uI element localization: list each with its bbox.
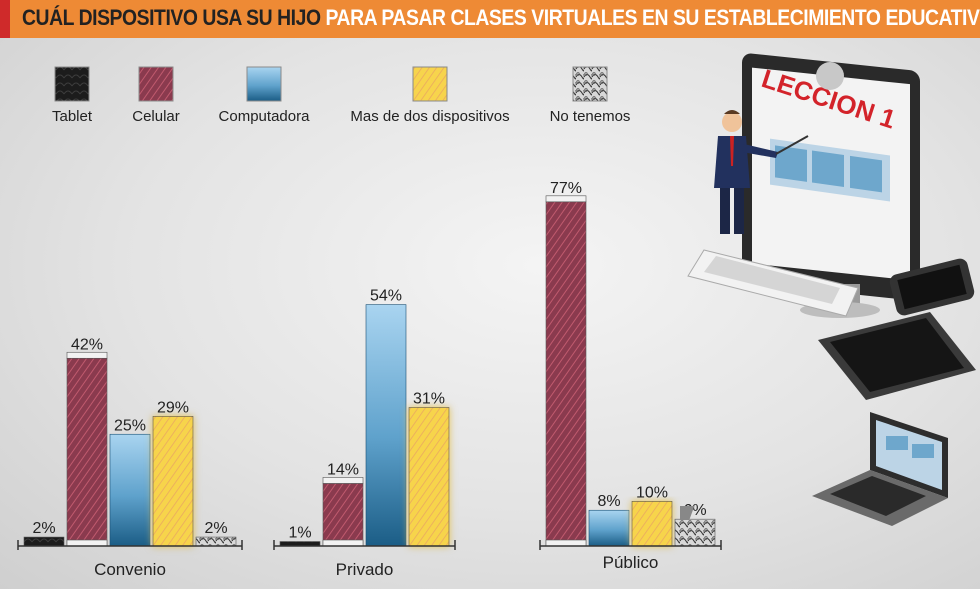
category-label-convenio: Convenio (94, 560, 166, 579)
bar-base-privado (322, 539, 364, 547)
value-label-convenio-celular: 42% (71, 336, 103, 353)
category-label-publico: Público (603, 553, 659, 572)
bar-cap-privado (322, 477, 364, 484)
chart-title: CUÁL DISPOSITIVO USA SU HIJO PARA PASAR … (22, 5, 980, 31)
value-label-convenio-no-tenemos: 2% (204, 520, 227, 537)
bar-publico-no-tenemos (674, 518, 716, 547)
bar-base-publico (545, 539, 587, 547)
illustration: LECCION 1 (680, 53, 976, 526)
legend-label-mas-de-dos-dispositivos: Mas de dos dispositivos (350, 108, 509, 125)
value-label-privado-tablet: 1% (288, 525, 311, 542)
legend: Tablet Celular Computadora Mas de dos dispo… (52, 66, 631, 125)
bar-publico-computadora (588, 509, 630, 547)
bars: 2%42%25%29%2% 1%14%54%31%77%8%10%6% (23, 180, 716, 547)
bar-publico-mas-de-dos-dispositivos (631, 500, 673, 547)
bar-cap-convenio (66, 351, 108, 359)
teacher-icon (714, 110, 809, 234)
value-label-privado-celular: 14% (327, 461, 359, 478)
bar-base-convenio (66, 539, 108, 547)
bar-cap-publico (545, 195, 587, 203)
bar-convenio-no-tenemos (195, 536, 237, 547)
bar-convenio-mas-de-dos-dispositivos (152, 416, 194, 547)
bar-convenio-computadora (109, 433, 151, 547)
legend-swatch-no-tenemos (572, 66, 608, 102)
laptop-icon (680, 412, 948, 526)
bar-privado-celular (322, 483, 364, 547)
category-label-privado: Privado (336, 560, 394, 579)
title-dark-part: CUÁL DISPOSITIVO USA SU HIJO (22, 5, 321, 30)
title-bar: CUÁL DISPOSITIVO USA SU HIJO PARA PASAR … (0, 0, 980, 38)
value-label-publico-mas-de-dos-dispositivos: 10% (636, 484, 668, 501)
title-accent-mark (0, 0, 10, 38)
legend-swatch-mas-de-dos-dispositivos (412, 66, 448, 102)
value-label-publico-celular: 77% (550, 180, 582, 197)
bar-convenio-celular (66, 357, 108, 547)
axes: Convenio Privado Público (17, 540, 722, 579)
bar-convenio-tablet (23, 536, 65, 547)
value-label-convenio-mas-de-dos-dispositivos: 29% (157, 399, 189, 416)
value-label-privado-computadora: 54% (370, 288, 402, 305)
legend-swatch-computadora (246, 66, 282, 102)
tablet-device-icon (818, 312, 976, 400)
legend-label-tablet: Tablet (52, 108, 93, 125)
bar-publico-celular (545, 201, 587, 547)
bar-privado-mas-de-dos-dispositivos (408, 407, 450, 547)
legend-label-celular: Celular (132, 108, 180, 125)
legend-swatch-celular (138, 66, 174, 102)
title-light-part: PARA PASAR CLASES VIRTUALES EN SU ESTABL… (325, 5, 980, 30)
keyboard-icon (687, 249, 859, 317)
value-label-convenio-computadora: 25% (114, 417, 146, 434)
value-label-publico-computadora: 8% (597, 493, 620, 510)
bar-privado-computadora (365, 304, 407, 547)
value-label-convenio-tablet: 2% (32, 520, 55, 537)
legend-label-no-tenemos: No tenemos (550, 108, 631, 125)
legend-label-computadora: Computadora (219, 108, 311, 125)
value-label-privado-mas-de-dos-dispositivos: 31% (413, 390, 445, 407)
smartphone-icon (889, 258, 975, 316)
legend-swatch-tablet (54, 66, 90, 102)
